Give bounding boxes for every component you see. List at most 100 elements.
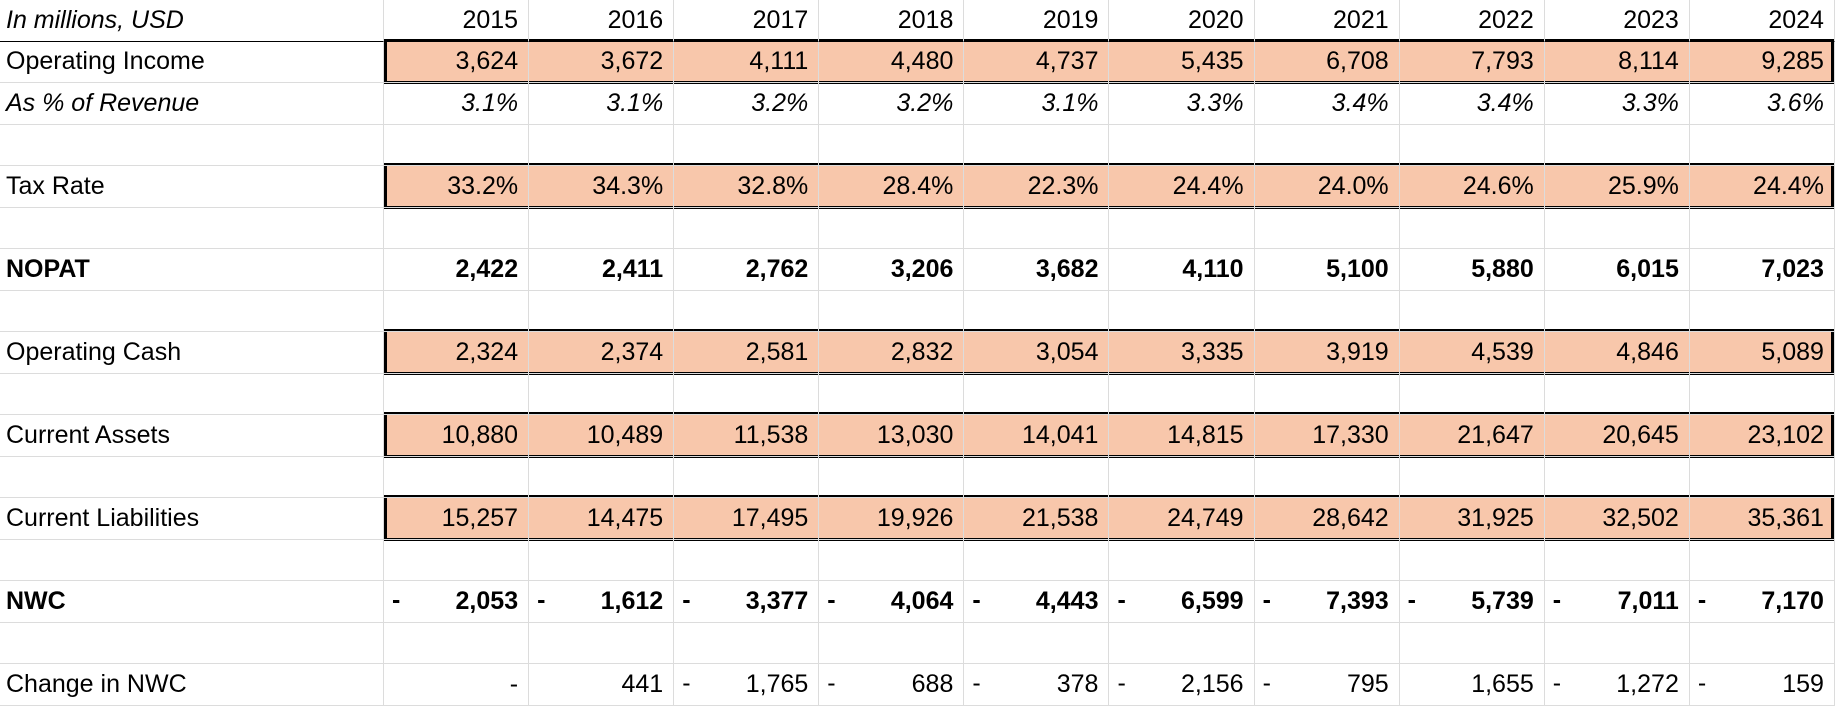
cell-current-assets[interactable]: 10,489 <box>529 415 675 457</box>
cell-blank7[interactable] <box>1254 622 1400 664</box>
cell-blank2[interactable] <box>674 207 820 249</box>
row-label-blank5[interactable] <box>0 456 384 498</box>
cell-blank1[interactable] <box>819 124 965 166</box>
cell-operating-cash[interactable]: 2,374 <box>529 332 675 374</box>
cell-change-nwc[interactable]: - 1,272 <box>1544 664 1690 706</box>
cell-change-nwc[interactable]: - 378 <box>964 664 1110 706</box>
cell-blank6[interactable] <box>1399 539 1545 581</box>
cell-operating-income[interactable]: 4,111 <box>674 41 820 83</box>
cell-pct-revenue[interactable]: 3.1% <box>529 83 675 125</box>
cell-operating-income[interactable]: 9,285 <box>1689 41 1835 83</box>
cell-tax-rate[interactable]: 34.3% <box>529 166 675 208</box>
cell-change-nwc[interactable]: 1,655 <box>1399 664 1545 706</box>
cell-blank4[interactable] <box>1399 373 1545 415</box>
cell-blank1[interactable] <box>384 124 530 166</box>
cell-current-assets[interactable]: 11,538 <box>674 415 820 457</box>
header-year-cell[interactable]: 2023 <box>1544 0 1690 42</box>
header-year-cell[interactable]: 2022 <box>1399 0 1545 42</box>
cell-blank3[interactable] <box>384 290 530 332</box>
cell-current-liabilities[interactable]: 35,361 <box>1689 498 1835 540</box>
cell-blank2[interactable] <box>1109 207 1255 249</box>
cell-blank3[interactable] <box>1254 290 1400 332</box>
cell-blank6[interactable] <box>964 539 1110 581</box>
cell-blank3[interactable] <box>1544 290 1690 332</box>
row-label-blank6[interactable] <box>0 539 384 581</box>
cell-blank6[interactable] <box>384 539 530 581</box>
cell-blank6[interactable] <box>1254 539 1400 581</box>
row-label-blank2[interactable] <box>0 207 384 249</box>
cell-change-nwc[interactable]: - 1,765 <box>674 664 820 706</box>
cell-nopat[interactable]: 2,762 <box>674 249 820 291</box>
cell-blank6[interactable] <box>1109 539 1255 581</box>
cell-nopat[interactable]: 2,422 <box>384 249 530 291</box>
cell-nwc[interactable]: - 1,612 <box>529 581 675 623</box>
cell-blank3[interactable] <box>819 290 965 332</box>
cell-current-liabilities[interactable]: 17,495 <box>674 498 820 540</box>
cell-operating-cash[interactable]: 4,846 <box>1544 332 1690 374</box>
cell-blank4[interactable] <box>529 373 675 415</box>
cell-current-assets[interactable]: 14,815 <box>1109 415 1255 457</box>
cell-current-liabilities[interactable]: 21,538 <box>964 498 1110 540</box>
cell-pct-revenue[interactable]: 3.2% <box>819 83 965 125</box>
cell-tax-rate[interactable]: 24.4% <box>1689 166 1835 208</box>
cell-blank2[interactable] <box>964 207 1110 249</box>
cell-tax-rate[interactable]: 24.6% <box>1399 166 1545 208</box>
cell-nopat[interactable]: 5,100 <box>1254 249 1400 291</box>
cell-change-nwc[interactable]: - 159 <box>1689 664 1835 706</box>
header-label-cell[interactable]: In millions, USD <box>0 0 384 42</box>
cell-current-assets[interactable]: 21,647 <box>1399 415 1545 457</box>
header-year-cell[interactable]: 2024 <box>1689 0 1835 42</box>
cell-nwc[interactable]: - 7,011 <box>1544 581 1690 623</box>
cell-tax-rate[interactable]: 32.8% <box>674 166 820 208</box>
row-label-tax-rate[interactable]: Tax Rate <box>0 166 384 208</box>
cell-tax-rate[interactable]: 28.4% <box>819 166 965 208</box>
row-label-nopat[interactable]: NOPAT <box>0 249 384 291</box>
header-year-cell[interactable]: 2020 <box>1109 0 1255 42</box>
cell-operating-cash[interactable]: 3,054 <box>964 332 1110 374</box>
cell-blank7[interactable] <box>1544 622 1690 664</box>
cell-nwc[interactable]: - 4,064 <box>819 581 965 623</box>
cell-operating-income[interactable]: 5,435 <box>1109 41 1255 83</box>
cell-blank1[interactable] <box>529 124 675 166</box>
cell-blank4[interactable] <box>1254 373 1400 415</box>
cell-blank1[interactable] <box>1544 124 1690 166</box>
cell-current-liabilities[interactable]: 14,475 <box>529 498 675 540</box>
cell-pct-revenue[interactable]: 3.3% <box>1544 83 1690 125</box>
header-year-cell[interactable]: 2021 <box>1254 0 1400 42</box>
cell-blank5[interactable] <box>1544 456 1690 498</box>
cell-nwc[interactable]: - 3,377 <box>674 581 820 623</box>
cell-blank1[interactable] <box>1399 124 1545 166</box>
cell-blank2[interactable] <box>819 207 965 249</box>
cell-blank2[interactable] <box>1544 207 1690 249</box>
cell-blank4[interactable] <box>819 373 965 415</box>
cell-blank6[interactable] <box>529 539 675 581</box>
header-year-cell[interactable]: 2017 <box>674 0 820 42</box>
cell-operating-cash[interactable]: 3,335 <box>1109 332 1255 374</box>
cell-blank7[interactable] <box>529 622 675 664</box>
cell-nopat[interactable]: 4,110 <box>1109 249 1255 291</box>
cell-blank5[interactable] <box>674 456 820 498</box>
cell-tax-rate[interactable]: 33.2% <box>384 166 530 208</box>
cell-blank2[interactable] <box>1399 207 1545 249</box>
cell-operating-income[interactable]: 6,708 <box>1254 41 1400 83</box>
cell-blank4[interactable] <box>1689 373 1835 415</box>
cell-blank7[interactable] <box>1689 622 1835 664</box>
cell-tax-rate[interactable]: 24.4% <box>1109 166 1255 208</box>
cell-operating-income[interactable]: 8,114 <box>1544 41 1690 83</box>
cell-nwc[interactable]: - 7,393 <box>1254 581 1400 623</box>
row-label-operating-cash[interactable]: Operating Cash <box>0 332 384 374</box>
cell-blank5[interactable] <box>1689 456 1835 498</box>
cell-nopat[interactable]: 7,023 <box>1689 249 1835 291</box>
cell-blank7[interactable] <box>819 622 965 664</box>
cell-blank2[interactable] <box>1689 207 1835 249</box>
cell-blank5[interactable] <box>384 456 530 498</box>
cell-blank2[interactable] <box>384 207 530 249</box>
cell-nwc[interactable]: - 6,599 <box>1109 581 1255 623</box>
cell-operating-cash[interactable]: 4,539 <box>1399 332 1545 374</box>
cell-blank1[interactable] <box>1689 124 1835 166</box>
cell-nwc[interactable]: - 2,053 <box>384 581 530 623</box>
cell-nopat[interactable]: 2,411 <box>529 249 675 291</box>
cell-blank6[interactable] <box>1544 539 1690 581</box>
cell-blank5[interactable] <box>1109 456 1255 498</box>
cell-current-liabilities[interactable]: 32,502 <box>1544 498 1690 540</box>
